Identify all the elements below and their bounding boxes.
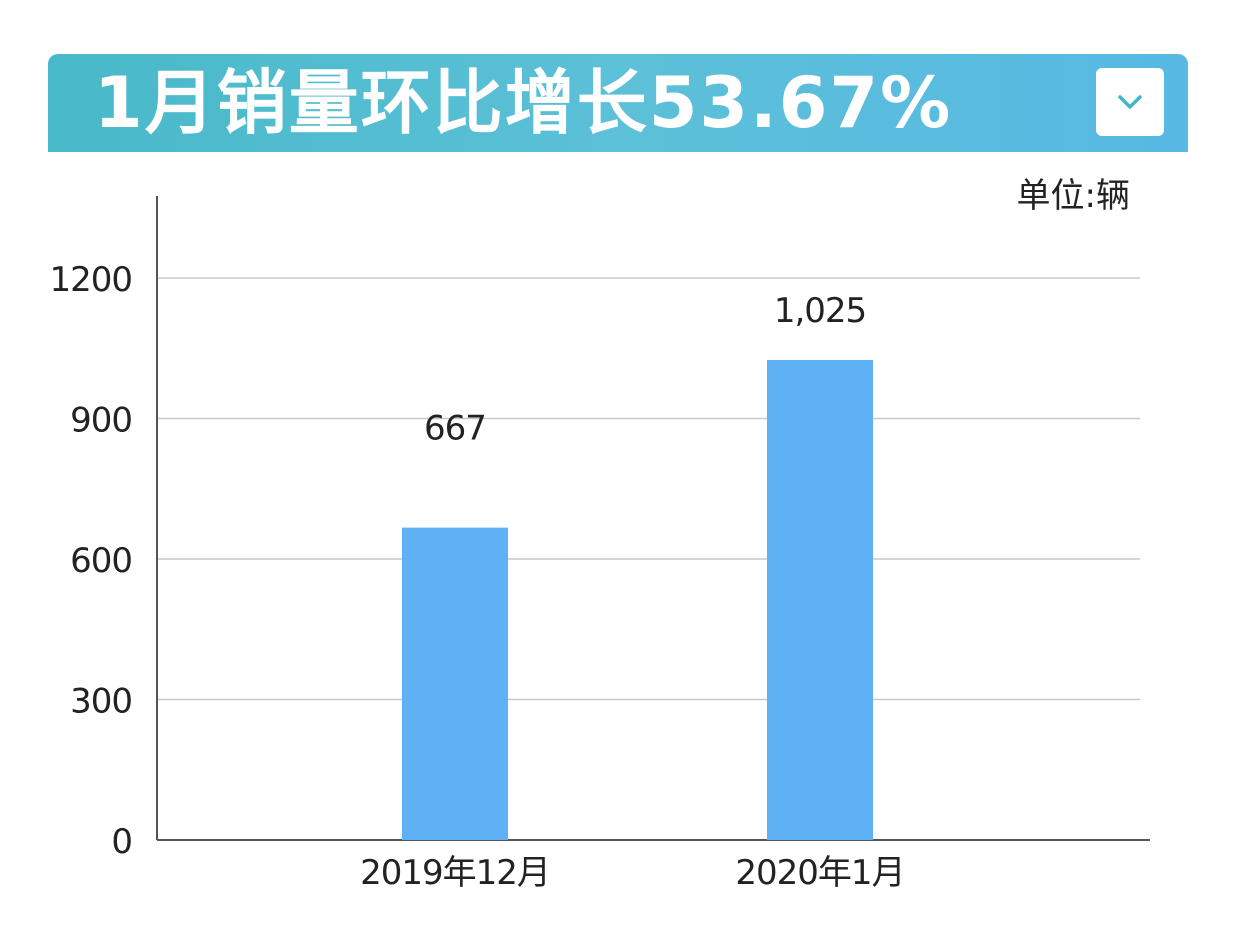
data-label: 1,025 [774,291,866,331]
y-tick-label: 300 [70,682,132,722]
y-tick-label: 900 [70,401,132,441]
x-tick-label: 2019年12月 [360,853,550,893]
bar [767,359,873,840]
y-tick-label: 1200 [49,260,132,300]
x-tick-label: 2020年1月 [735,853,904,893]
dropdown-button[interactable] [1096,68,1164,136]
y-tick-label: 0 [111,822,132,862]
title-banner: 1月销量环比增长53.67% [48,54,1188,152]
page-title: 1月销量环比增长53.67% [94,62,953,144]
bar [402,527,508,840]
chevron-down-icon [1118,95,1142,109]
y-tick-label: 600 [70,541,132,581]
unit-label: 单位:辆 [1016,176,1130,216]
data-label: 667 [424,409,486,449]
